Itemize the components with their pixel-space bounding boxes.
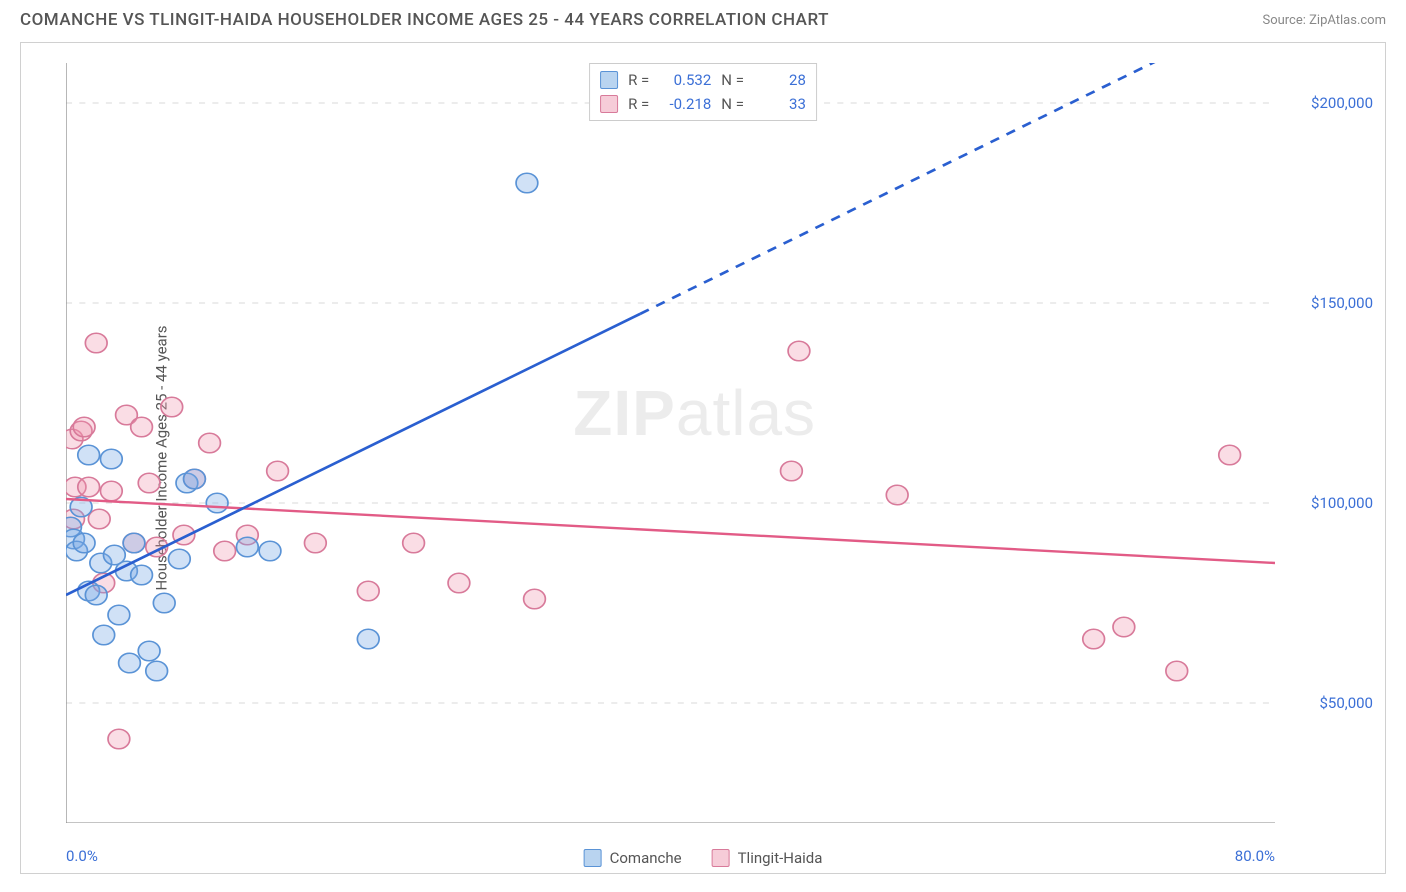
r-value-tlingit: -0.218 — [659, 92, 711, 116]
n-value-tlingit: 33 — [754, 92, 806, 116]
stats-row-tlingit: R = -0.218 N = 33 — [600, 92, 806, 116]
y-tick-label: $150,000 — [1311, 294, 1373, 312]
x-axis-max-label: 80.0% — [1235, 847, 1275, 865]
y-tick-label: $100,000 — [1311, 494, 1373, 512]
n-value-comanche: 28 — [754, 68, 806, 92]
legend-item-tlingit: Tlingit-Haida — [712, 849, 823, 867]
y-tick-label: $50,000 — [1319, 694, 1373, 712]
bottom-legend: Comanche Tlingit-Haida — [584, 849, 823, 867]
chart-container: Householder Income Ages 25 - 44 years ZI… — [20, 42, 1386, 874]
source-label: Source: ZipAtlas.com — [1262, 13, 1386, 28]
swatch-comanche-icon — [584, 849, 602, 867]
y-tick-label: $200,000 — [1311, 94, 1373, 112]
r-value-comanche: 0.532 — [659, 68, 711, 92]
r-label: R = — [628, 92, 649, 116]
n-label: N = — [721, 92, 744, 116]
legend-item-comanche: Comanche — [584, 849, 682, 867]
plot-area: ZIPatlas — [66, 63, 1275, 823]
stats-legend: R = 0.532 N = 28 R = -0.218 N = 33 — [589, 63, 817, 121]
swatch-tlingit-icon — [712, 849, 730, 867]
swatch-comanche-icon — [600, 71, 618, 89]
n-label: N = — [721, 68, 744, 92]
legend-label-comanche: Comanche — [610, 849, 682, 867]
stats-row-comanche: R = 0.532 N = 28 — [600, 68, 806, 92]
r-label: R = — [628, 68, 649, 92]
legend-label-tlingit: Tlingit-Haida — [738, 849, 823, 867]
x-axis-min-label: 0.0% — [66, 847, 98, 865]
swatch-tlingit-icon — [600, 95, 618, 113]
scatter-svg — [66, 63, 1275, 823]
chart-title: COMANCHE VS TLINGIT-HAIDA HOUSEHOLDER IN… — [20, 10, 829, 30]
